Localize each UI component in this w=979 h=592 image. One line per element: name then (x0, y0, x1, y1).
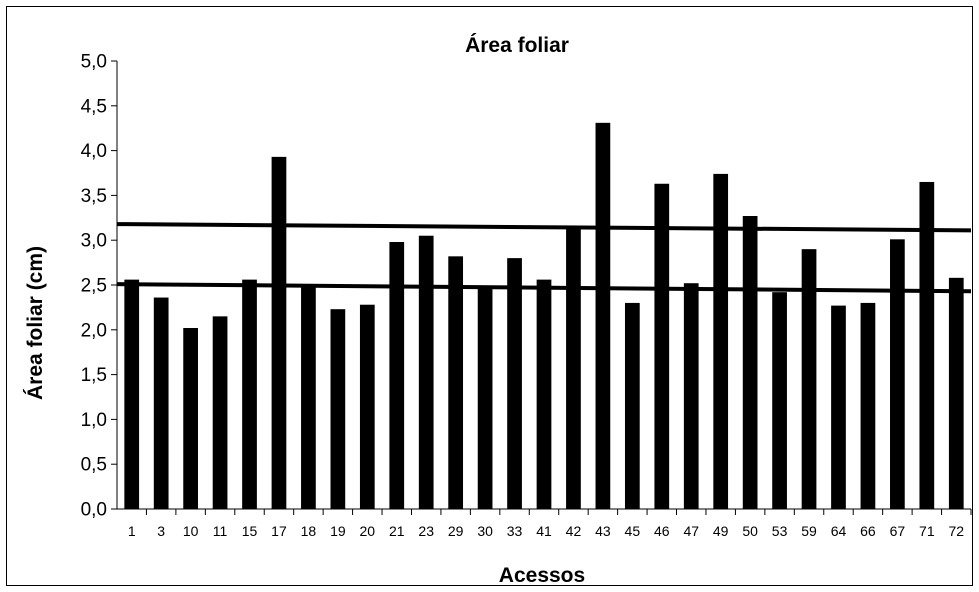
bar-72 (948, 277, 964, 509)
y-tick-label: 3,5 (81, 186, 107, 207)
y-tick-label: 4,0 (81, 141, 107, 162)
bar-30 (477, 286, 493, 509)
x-tick-label: 59 (801, 523, 817, 539)
x-tick-label: 47 (683, 523, 699, 539)
y-tick-label: 0,0 (81, 500, 107, 521)
bar-17 (271, 156, 287, 509)
bar-66 (860, 302, 876, 509)
x-tick-label: 67 (890, 523, 906, 539)
bar-47 (683, 283, 699, 509)
bar-41 (536, 279, 552, 509)
x-tick-label: 66 (860, 523, 876, 539)
bar-11 (212, 316, 228, 509)
x-tick-label: 17 (271, 523, 287, 539)
bar-10 (183, 328, 198, 509)
bar-15 (242, 279, 257, 509)
bar-49 (713, 173, 729, 509)
x-tick-label: 29 (448, 523, 464, 539)
y-axis: 0,0 0,5 1,0 1,5 2,0 2,5 3,0 3,5 4,0 4,5 5,0 (81, 52, 118, 521)
y-tick-label: 2,0 (81, 320, 107, 341)
y-tick-label: 5,0 (81, 52, 107, 73)
x-tick-label: 23 (418, 523, 434, 539)
x-tick-label: 49 (713, 523, 729, 539)
reference-line-1 (116, 222, 972, 233)
x-tick-label: 53 (772, 523, 788, 539)
x-tick-label: 15 (242, 523, 258, 539)
y-tick-label: 2,5 (81, 276, 107, 297)
bar-20 (359, 304, 375, 509)
x-tick-label: 3 (157, 523, 165, 539)
x-tick-label: 21 (389, 523, 405, 539)
bar-71 (919, 181, 935, 509)
bar-53 (772, 292, 787, 509)
bar-42 (566, 227, 581, 509)
y-tick-label: 1,0 (81, 410, 107, 431)
bar-18 (301, 286, 316, 509)
x-axis-title: Acessos (499, 564, 585, 587)
bar-21 (389, 241, 405, 509)
bar-50 (742, 216, 758, 509)
bar-59 (801, 249, 817, 509)
bar-33 (507, 258, 522, 509)
chart-title: Área foliar (465, 34, 569, 57)
reference-lines (116, 222, 972, 294)
x-tick-label: 42 (566, 523, 582, 539)
x-tick-label: 30 (477, 523, 493, 539)
x-tick-label: 64 (831, 523, 847, 539)
y-axis-title: Área foliar (cm) (24, 246, 47, 400)
bar-45 (624, 302, 640, 509)
reference-line-2 (116, 282, 972, 294)
bar-1 (124, 279, 140, 509)
x-tick-label: 50 (742, 523, 758, 539)
x-tick-label: 41 (536, 523, 552, 539)
x-tick-label: 10 (183, 523, 199, 539)
x-tick-label: 11 (213, 523, 228, 539)
x-tick-label: 33 (507, 523, 523, 539)
x-tick-label: 72 (948, 523, 964, 539)
bar-29 (448, 256, 464, 509)
bars (124, 122, 964, 509)
x-tick-label: 20 (360, 523, 376, 539)
x-tick-label: 71 (919, 523, 935, 539)
bar-67 (890, 239, 905, 509)
x-tick-label: 18 (301, 523, 317, 539)
bar-23 (418, 235, 434, 509)
bar-64 (831, 305, 846, 509)
x-tick-label: 19 (330, 523, 346, 539)
y-tick-label: 4,5 (81, 96, 107, 117)
x-axis: 1 3 10 11 15 17 18 19 20 21 23 29 30 33 41 42 43 45 46 47 49… (117, 508, 972, 539)
bar-19 (330, 309, 346, 509)
bar-46 (654, 183, 670, 509)
bar-3 (153, 297, 169, 509)
y-tick-label: 1,5 (81, 365, 107, 386)
y-tick-label: 0,5 (81, 455, 107, 476)
x-tick-label: 45 (625, 523, 641, 539)
x-tick-label: 43 (595, 523, 611, 539)
x-tick-label: 1 (128, 523, 136, 539)
y-tick-label: 3,0 (81, 231, 107, 252)
x-tick-label: 46 (654, 523, 670, 539)
bar-43 (595, 122, 611, 509)
